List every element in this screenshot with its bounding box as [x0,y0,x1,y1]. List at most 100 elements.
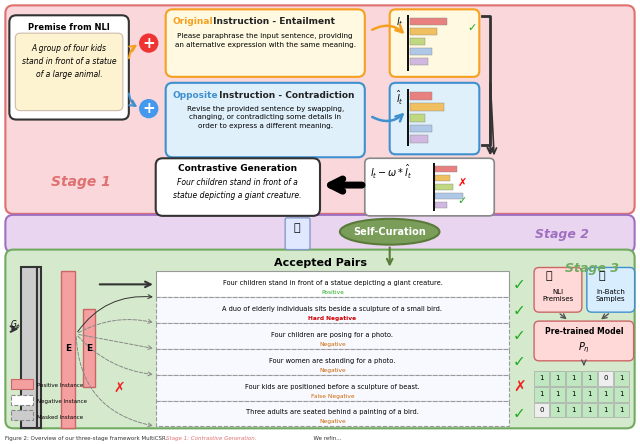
Text: Premise from NLI: Premise from NLI [28,23,110,32]
Text: False Negative: False Negative [310,393,355,399]
Text: 📋: 📋 [294,223,300,233]
Bar [410,124,431,132]
Text: Stage 1: Contrastive Generation.: Stage 1: Contrastive Generation. [166,436,256,441]
Bar [410,114,424,122]
Text: 1: 1 [540,375,544,381]
Bar [550,403,565,417]
Text: 1: 1 [571,391,575,397]
Text: Negative Instance: Negative Instance [37,399,87,404]
Bar [410,103,444,111]
Bar [534,403,549,417]
Text: Revise the provided sentence by swapping,
changing, or contradicting some detail: Revise the provided sentence by swapping… [187,106,344,129]
Text: ✓: ✓ [458,196,467,206]
Text: We refin...: We refin... [310,436,342,441]
Text: Contrastive Generation: Contrastive Generation [178,164,297,173]
FancyBboxPatch shape [166,9,365,77]
Text: 1: 1 [587,375,591,381]
Bar [566,387,581,401]
Text: 1: 1 [603,407,607,413]
Bar [433,163,435,211]
Bar [156,349,509,375]
Bar [614,387,628,401]
Bar [156,375,509,400]
Text: +: + [142,101,155,116]
Text: Stage 3: Stage 3 [564,262,619,274]
Text: 1: 1 [540,391,544,397]
Text: $P_{\eta}$: $P_{\eta}$ [578,341,590,355]
Bar [435,184,453,190]
Bar [614,371,628,386]
Bar [156,297,509,323]
FancyBboxPatch shape [390,9,479,77]
Bar [435,175,451,181]
Bar [12,379,33,388]
Bar [598,403,612,417]
Bar [83,309,95,387]
Text: Masked Instance: Masked Instance [37,415,83,420]
FancyBboxPatch shape [365,158,494,216]
Text: Instruction - Entailment: Instruction - Entailment [211,17,335,26]
Text: 🧊: 🧊 [598,271,605,281]
Text: ✗: ✗ [458,178,467,188]
Bar [582,371,596,386]
Bar [406,15,409,71]
Text: NLI
Premises: NLI Premises [542,289,573,302]
Text: $\hat{l}_t$: $\hat{l}_t$ [396,89,403,107]
Text: Please paraphrase the input sentence, providing
an alternative expression with t: Please paraphrase the input sentence, pr… [175,33,356,48]
Text: Self-Curation: Self-Curation [353,227,426,237]
Text: Hard Negative: Hard Negative [308,316,356,321]
Bar [410,58,428,65]
Text: 1: 1 [556,391,560,397]
Text: A group of four kids
stand in front of a statue
of a large animal.: A group of four kids stand in front of a… [22,44,116,79]
Text: 0: 0 [603,375,607,381]
Bar [156,271,509,297]
FancyBboxPatch shape [390,83,479,155]
Text: $l_t$: $l_t$ [396,15,403,29]
Ellipse shape [340,219,440,245]
Bar [156,323,509,349]
FancyBboxPatch shape [534,267,582,312]
Text: Four children are posing for a photo.: Four children are posing for a photo. [271,332,394,338]
Text: Negative: Negative [319,368,346,373]
Bar [435,193,463,199]
FancyBboxPatch shape [166,83,365,157]
Text: Positive Instance: Positive Instance [37,383,83,388]
Text: ✓: ✓ [513,329,525,344]
Bar [156,400,509,426]
Bar [550,371,565,386]
Bar [410,38,424,45]
Text: 🧸: 🧸 [546,271,552,281]
Text: Four children stand in front of a
statue depicting a giant creature.: Four children stand in front of a statue… [173,178,301,200]
Text: ✓: ✓ [513,354,525,369]
Text: Negative: Negative [319,420,346,424]
Text: $G_\phi$: $G_\phi$ [10,319,21,332]
Text: Negative: Negative [319,342,346,347]
Bar [582,403,596,417]
Text: $l_t - \omega * \hat{l}_t$: $l_t - \omega * \hat{l}_t$ [370,163,412,181]
Text: Four children stand in front of a statue depicting a giant creature.: Four children stand in front of a statue… [223,281,442,286]
FancyBboxPatch shape [587,267,635,312]
Bar [12,395,33,404]
Text: +: + [142,36,155,51]
Text: 1: 1 [556,407,560,413]
Text: In-Batch
Samples: In-Batch Samples [596,289,625,302]
Text: Four kids are positioned before a sculpture of beast.: Four kids are positioned before a sculpt… [245,384,420,390]
Bar [37,267,41,428]
Text: 1: 1 [619,407,623,413]
Text: 1: 1 [619,391,623,397]
Text: 1: 1 [556,375,560,381]
Text: E: E [86,345,92,353]
FancyBboxPatch shape [534,321,634,361]
FancyBboxPatch shape [5,250,635,428]
Bar [410,28,438,35]
Bar [410,92,431,100]
FancyBboxPatch shape [156,158,320,216]
Text: ✓: ✓ [467,23,477,33]
FancyBboxPatch shape [5,215,635,253]
Text: Stage 1: Stage 1 [51,175,111,189]
FancyBboxPatch shape [285,218,310,250]
Text: 0: 0 [540,407,544,413]
Text: ✗: ✗ [113,381,125,395]
Bar [566,403,581,417]
Text: ✓: ✓ [513,406,525,421]
